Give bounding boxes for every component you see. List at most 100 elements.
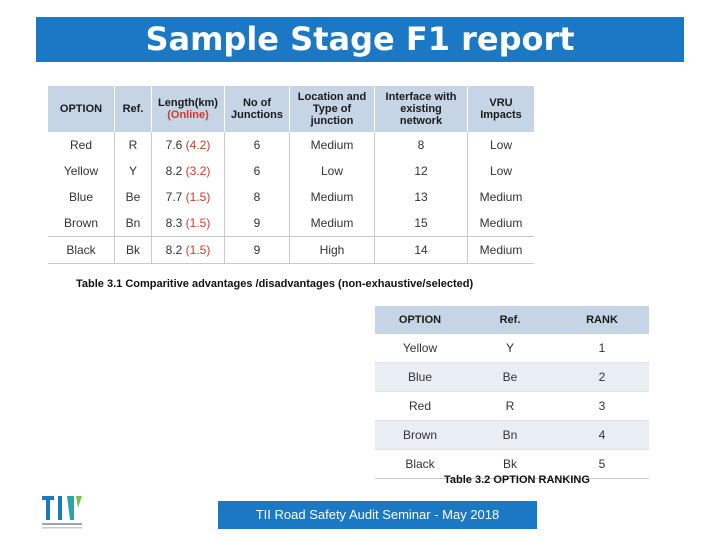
header-interface-line1: Interface with bbox=[385, 91, 457, 103]
ranking-header-rank: RANK bbox=[555, 306, 649, 334]
cell-option: Yellow bbox=[48, 158, 115, 184]
header-vru-line1: VRU bbox=[489, 97, 513, 109]
ranking-rank: 2 bbox=[555, 362, 649, 392]
header-length: Length(km) (Online) bbox=[151, 86, 225, 132]
cell-interface: 8 bbox=[374, 132, 468, 158]
cell-length: 7.6 (4.2) bbox=[151, 132, 225, 158]
cell-junctions: 6 bbox=[224, 158, 290, 184]
cell-vru: Low bbox=[489, 138, 512, 152]
ranking-option: Red bbox=[375, 391, 465, 421]
ranking-header-ref: Ref. bbox=[465, 306, 555, 334]
header-location-line3: junction bbox=[310, 115, 354, 127]
header-interface: Interface with existing network bbox=[374, 86, 468, 132]
ranking-rank: 1 bbox=[555, 334, 649, 363]
table2-caption: Table 3.2 OPTION RANKING bbox=[444, 474, 590, 486]
header-location-line2: Type of bbox=[312, 103, 352, 115]
header-vru: VRU Impacts bbox=[467, 86, 534, 132]
ranking-option: Brown bbox=[375, 420, 465, 450]
table-header-row: OPTION Ref. Length(km) (Online) No of Ju… bbox=[48, 86, 534, 132]
cell-vru: Low bbox=[489, 164, 512, 178]
length-value: 8.2 bbox=[165, 243, 183, 257]
header-junctions-line2: Junctions bbox=[231, 109, 283, 121]
ranking-ref: Bk bbox=[465, 449, 555, 479]
table1-caption: Table 3.1 Comparitive advantages /disadv… bbox=[76, 278, 474, 290]
cell-junctions: 8 bbox=[224, 184, 290, 210]
table-row: Red R 7.6 (4.2) 6 Medium 8 Low bbox=[48, 132, 534, 158]
cell-ref: Y bbox=[114, 158, 152, 184]
cell-location: Medium bbox=[289, 184, 375, 210]
cell-location: Medium bbox=[289, 210, 375, 237]
length-value: 8.3 bbox=[165, 216, 183, 230]
ranking-option: Black bbox=[375, 449, 465, 479]
table-row: Black Bk 8.2 (1.5) 9 High 14 Medium bbox=[48, 236, 534, 264]
footer-banner: TII Road Safety Audit Seminar - May 2018 bbox=[218, 501, 537, 529]
table-row: Blue Be 7.7 (1.5) 8 Medium 13 Medium bbox=[48, 184, 534, 210]
length-value: 7.6 bbox=[165, 138, 183, 152]
ranking-ref: Y bbox=[465, 334, 555, 363]
length-value: 7.7 bbox=[165, 190, 183, 204]
length-value: 8.2 bbox=[165, 164, 183, 178]
cell-vru: Medium bbox=[479, 216, 523, 230]
ranking-header-row: OPTION Ref. RANK bbox=[375, 306, 649, 334]
header-location: Location and Type of junction bbox=[289, 86, 375, 132]
comparison-table: OPTION Ref. Length(km) (Online) No of Ju… bbox=[48, 86, 534, 264]
cell-junctions: 6 bbox=[224, 132, 290, 158]
cell-location: High bbox=[289, 236, 375, 264]
cell-ref: Bn bbox=[114, 210, 152, 237]
header-interface-line3: network bbox=[399, 115, 443, 127]
header-length-label: Length(km) bbox=[158, 97, 218, 109]
cell-option: Blue bbox=[48, 184, 115, 210]
cell-length: 8.3 (1.5) bbox=[151, 210, 225, 237]
cell-vru: Medium bbox=[467, 236, 534, 264]
cell-option: Black bbox=[48, 236, 115, 264]
ranking-rank: 5 bbox=[555, 449, 649, 479]
header-vru-line2: Impacts bbox=[480, 109, 522, 121]
ranking-row: Yellow Y 1 bbox=[375, 334, 649, 363]
ranking-header-option: OPTION bbox=[375, 306, 465, 334]
cell-junctions: 9 bbox=[224, 236, 290, 264]
cell-interface: 13 bbox=[374, 184, 468, 210]
online-value: (1.5) bbox=[185, 243, 211, 257]
cell-location: Low bbox=[289, 158, 375, 184]
ranking-row: Black Bk 5 bbox=[375, 449, 649, 479]
header-location-line1: Location and bbox=[297, 91, 367, 103]
table-row: Yellow Y 8.2 (3.2) 6 Low 12 Low bbox=[48, 158, 534, 184]
online-value: (4.2) bbox=[185, 138, 211, 152]
cell-option: Red bbox=[48, 132, 115, 158]
cell-ref: Bk bbox=[114, 236, 152, 264]
cell-length: 7.7 (1.5) bbox=[151, 184, 225, 210]
ranking-table: OPTION Ref. RANK Yellow Y 1 Blue Be 2 Re… bbox=[375, 306, 649, 479]
ranking-option: Blue bbox=[375, 362, 465, 392]
header-junctions: No of Junctions bbox=[224, 86, 290, 132]
online-value: (1.5) bbox=[185, 190, 211, 204]
ranking-row: Brown Bn 4 bbox=[375, 420, 649, 450]
ranking-rank: 3 bbox=[555, 391, 649, 421]
cell-ref: R bbox=[114, 132, 152, 158]
cell-interface: 15 bbox=[374, 210, 468, 237]
ranking-ref: Bn bbox=[465, 420, 555, 450]
ranking-ref: Be bbox=[465, 362, 555, 392]
cell-interface: 12 bbox=[374, 158, 468, 184]
cell-location: Medium bbox=[289, 132, 375, 158]
ranking-row: Red R 3 bbox=[375, 391, 649, 421]
page-title: Sample Stage F1 report bbox=[36, 17, 684, 62]
header-ref: Ref. bbox=[114, 86, 152, 132]
cell-junctions: 9 bbox=[224, 210, 290, 237]
online-value: (3.2) bbox=[185, 164, 211, 178]
ranking-ref: R bbox=[465, 391, 555, 421]
header-option: OPTION bbox=[48, 86, 115, 132]
header-junctions-line1: No of bbox=[242, 97, 272, 109]
tii-logo-icon bbox=[42, 496, 82, 529]
cell-length: 8.2 (3.2) bbox=[151, 158, 225, 184]
table-row: Brown Bn 8.3 (1.5) 9 Medium 15 Medium bbox=[48, 210, 534, 237]
header-online-label: (Online) bbox=[167, 109, 209, 121]
cell-ref: Be bbox=[114, 184, 152, 210]
ranking-row: Blue Be 2 bbox=[375, 362, 649, 392]
ranking-option: Yellow bbox=[375, 334, 465, 363]
ranking-rank: 4 bbox=[555, 420, 649, 450]
cell-option: Brown bbox=[48, 210, 115, 237]
cell-length: 8.2 (1.5) bbox=[151, 236, 225, 264]
cell-interface: 14 bbox=[374, 236, 468, 264]
online-value: (1.5) bbox=[185, 216, 211, 230]
cell-vru: Medium bbox=[479, 190, 523, 204]
